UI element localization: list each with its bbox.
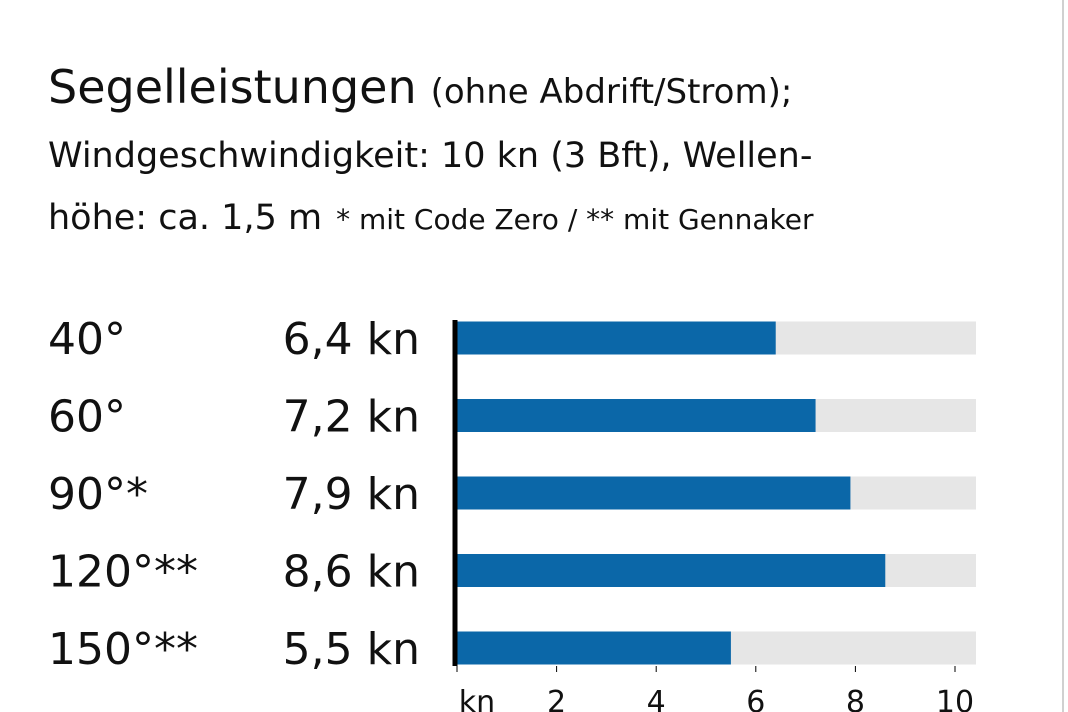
x-tick-label: 2 xyxy=(547,685,566,712)
x-tick-label: 8 xyxy=(846,685,865,712)
chart-title: Segelleistungen (ohne Abdrift/Strom); xyxy=(48,60,792,114)
value-label: 7,9 kn xyxy=(283,469,420,520)
category-label: 60° xyxy=(48,392,126,443)
note: höhe: ca. 1,5 m xyxy=(48,198,322,238)
value-label: 7,2 kn xyxy=(283,392,420,443)
bar xyxy=(457,476,851,510)
x-tick-label: 4 xyxy=(647,685,666,712)
title: Segelleistungen xyxy=(48,60,417,114)
value-label: 8,6 kn xyxy=(283,547,420,598)
value-label: 6,4 kn xyxy=(283,314,420,365)
x-tick-label: 6 xyxy=(746,685,765,712)
category-label: 40° xyxy=(48,314,126,365)
note: Windgeschwindigkeit: 10 kn (3 Bft), Well… xyxy=(48,136,813,176)
value-label: 5,5 kn xyxy=(283,624,420,675)
bar xyxy=(457,554,886,587)
note-line: höhe: ca. 1,5 m * mit Code Zero / ** mit … xyxy=(48,198,814,238)
x-tick-label: 10 xyxy=(936,685,974,712)
category-label: 120°** xyxy=(48,547,198,598)
note: * mit Code Zero / ** mit Gennaker xyxy=(336,203,814,236)
subtitle: (ohne Abdrift/Strom); xyxy=(431,72,793,112)
category-label: 150°** xyxy=(48,624,198,675)
bar xyxy=(457,631,731,665)
category-label: 90°* xyxy=(48,469,148,520)
bar xyxy=(457,399,816,432)
bar xyxy=(457,321,776,355)
x-tick-label: kn xyxy=(459,685,495,712)
